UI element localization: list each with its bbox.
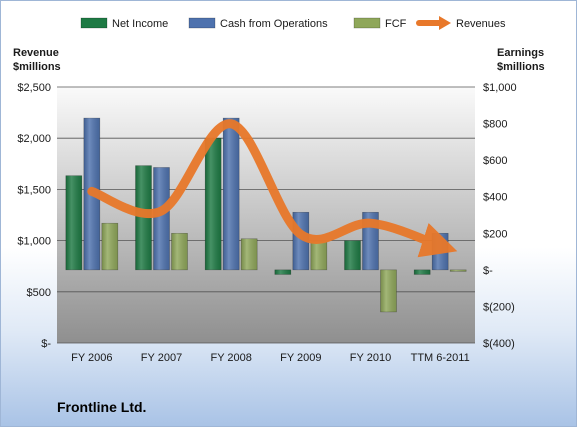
legend-swatch [80, 17, 108, 29]
bar-shading [414, 269, 431, 275]
left-axis-title-line1: Revenue [13, 47, 59, 59]
legend-swatch [353, 17, 381, 29]
right-axis-title-line1: Earnings [497, 47, 544, 59]
legend-label: Cash from Operations [220, 18, 328, 30]
x-axis-ticks: FY 2006 FY 2007 FY 2008 FY 2009 FY 2010 TTM 6… [71, 352, 470, 364]
right-tick-label: $400 [483, 192, 507, 204]
legend-swatch [188, 17, 216, 29]
legend-arrow-icon [439, 16, 451, 30]
right-tick-label: $1,000 [483, 82, 517, 94]
left-axis-title: Revenue $millions [13, 47, 61, 73]
bar-shading [241, 238, 258, 270]
bar-shading [171, 233, 188, 270]
left-tick-label: $2,500 [17, 82, 51, 94]
left-tick-label: $1,500 [17, 184, 51, 196]
left-axis-ticks: $- $500 $1,000 $1,500 $2,000 $2,500 [17, 82, 51, 350]
right-tick-label: $600 [483, 155, 507, 167]
legend-label: Net Income [112, 18, 168, 30]
right-tick-label: $- [483, 265, 493, 277]
right-axis-title: Earnings $millions [497, 47, 545, 73]
grid-lines [57, 86, 475, 344]
x-tick-label: FY 2010 [350, 352, 391, 364]
right-tick-label: $800 [483, 119, 507, 131]
left-tick-label: $2,000 [17, 133, 51, 145]
left-tick-label: $500 [27, 287, 51, 299]
legend-label: Revenues [456, 18, 506, 30]
x-tick-label: FY 2006 [71, 352, 112, 364]
right-axis-title-line2: $millions [497, 61, 545, 73]
left-tick-label: $1,000 [17, 236, 51, 248]
bar-shading [65, 175, 82, 270]
bar-shading [223, 118, 240, 270]
bar-shading [450, 269, 467, 272]
legend-label: FCF [385, 18, 407, 30]
plot-area [57, 87, 475, 343]
right-tick-label: $(400) [483, 338, 515, 350]
x-tick-label: FY 2007 [141, 352, 182, 364]
right-tick-label: $200 [483, 228, 507, 240]
x-tick-label: TTM 6-2011 [411, 352, 470, 364]
right-axis-ticks: $(400) $(200) $- $200 $400 $600 $800 $1,000 [483, 82, 517, 350]
left-axis-title-line2: $millions [13, 61, 61, 73]
bar-shading [153, 167, 170, 270]
bar-shading [274, 269, 291, 275]
x-tick-label: FY 2008 [210, 352, 251, 364]
bar-shading [205, 138, 222, 270]
bar-shading [310, 241, 327, 270]
revenue-line [87, 119, 458, 258]
left-tick-label: $- [41, 338, 51, 350]
bar-shading [432, 233, 449, 270]
x-tick-label: FY 2009 [280, 352, 321, 364]
bar-shading [101, 223, 118, 270]
revenues-series-line [87, 119, 458, 258]
legend: Net Income Cash from Operations FCF Revenue… [80, 16, 506, 30]
bar-shading [380, 269, 397, 312]
company-name: Frontline Ltd. [57, 399, 147, 415]
bar-shading [344, 240, 361, 270]
right-tick-label: $(200) [483, 301, 515, 313]
